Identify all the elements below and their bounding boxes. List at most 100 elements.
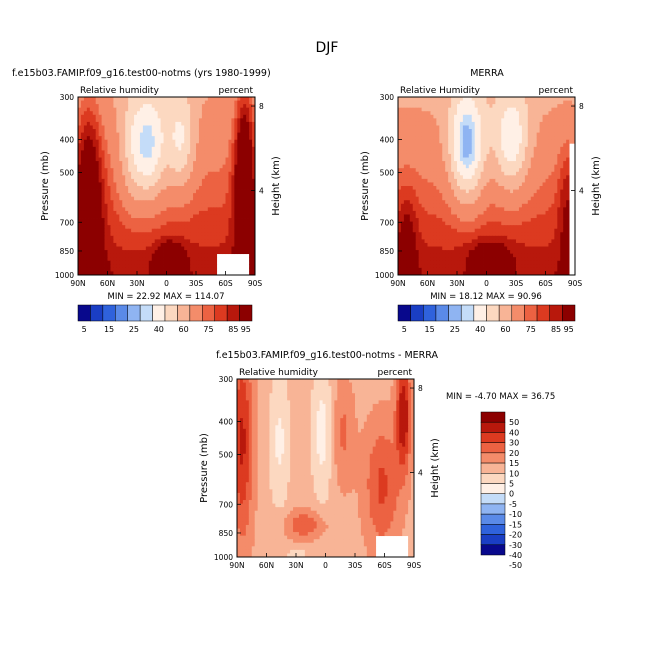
contour-cell [424, 111, 428, 116]
contour-cell [427, 143, 431, 148]
contour-cell [193, 157, 197, 162]
contour-cell [504, 189, 508, 194]
contour-cell [78, 175, 82, 180]
contour-cell [536, 182, 540, 187]
contour-cell [104, 100, 108, 105]
contour-cell [418, 200, 422, 205]
contour-cell [151, 107, 156, 112]
contour-cell [554, 161, 558, 166]
contour-cell [433, 171, 437, 176]
contour-cell [160, 203, 164, 208]
contour-cell [122, 104, 126, 109]
contour-cell [480, 164, 484, 169]
contour-cell [507, 182, 511, 187]
contour-cell [225, 242, 229, 247]
contour-cell [151, 193, 156, 198]
contour-cell [409, 139, 414, 144]
contour-cell [513, 171, 517, 176]
contour-cell [459, 182, 464, 187]
contour-cell [160, 186, 164, 190]
contour-cell [483, 118, 487, 123]
contour-cell [530, 150, 535, 155]
contour-cell [228, 114, 232, 119]
contour-cell [563, 153, 567, 158]
contour-cell [128, 182, 132, 187]
contour-cell [184, 121, 188, 126]
contour-cell [145, 164, 150, 169]
contour-cell [545, 100, 549, 105]
contour-cell [566, 111, 570, 116]
contour-cell [193, 200, 197, 205]
contour-cell [246, 218, 250, 222]
contour-cell [184, 189, 188, 194]
contour-cell [483, 107, 487, 112]
contour-cell [548, 97, 552, 101]
contour-cell [462, 203, 467, 208]
contour-cell [80, 121, 85, 126]
contour-cell [430, 196, 434, 201]
contour-cell [228, 157, 232, 162]
contour-cell [228, 186, 232, 190]
contour-cell [113, 253, 117, 258]
contour-cell [448, 136, 452, 141]
contour-cell [536, 97, 540, 101]
contour-cell [154, 107, 159, 112]
contour-cell [116, 161, 120, 166]
contour-cell [196, 242, 200, 247]
contour-cell [516, 118, 520, 123]
contour-cell [178, 214, 182, 219]
contour-cell [448, 139, 452, 144]
contour-cell [237, 218, 241, 222]
contour-cell [204, 153, 209, 158]
contour-cell [107, 107, 111, 112]
contour-cell [243, 218, 247, 222]
contour-cell [551, 100, 555, 105]
contour-cell [184, 118, 188, 123]
contour-cell [400, 150, 405, 155]
contour-cell [451, 189, 455, 194]
contour-cell [424, 97, 428, 101]
contour-cell [122, 186, 126, 190]
contour-cell [204, 200, 209, 205]
contour-cell [128, 250, 132, 255]
contour-cell [418, 114, 422, 119]
contour-cell [554, 164, 558, 169]
contour-cell [190, 161, 194, 166]
contour-cell [89, 178, 94, 183]
contour-cell [462, 118, 467, 123]
contour-cell [406, 129, 411, 133]
contour-cell [222, 210, 226, 215]
contour-cell [237, 136, 241, 141]
contour-cell [190, 157, 194, 162]
contour-cell [474, 214, 479, 219]
contour-cell [98, 250, 102, 255]
contour-cell [101, 107, 105, 112]
contour-cell [563, 164, 567, 169]
contour-cell [83, 164, 88, 169]
contour-cell [148, 242, 153, 247]
contour-cell [154, 196, 159, 201]
contour-cell [228, 121, 232, 126]
contour-cell [216, 203, 220, 208]
contour-cell [89, 225, 94, 230]
contour-cell [175, 136, 179, 141]
contour-cell [477, 129, 481, 133]
contour-cell [201, 168, 206, 173]
contour-cell [193, 186, 197, 190]
contour-cell [569, 129, 573, 133]
contour-cell [400, 200, 405, 205]
contour-cell [172, 121, 176, 126]
contour-cell [139, 125, 144, 130]
contour-cell [110, 97, 114, 101]
contour-cell [246, 153, 250, 158]
contour-cell [137, 228, 141, 233]
contour-cell [240, 246, 244, 251]
contour-cell [533, 153, 538, 158]
contour-cell [237, 118, 241, 123]
contour-cell [128, 225, 132, 230]
contour-cell [433, 200, 437, 205]
contour-cell [198, 200, 203, 205]
contour-cell [142, 157, 147, 162]
contour-cell [95, 175, 100, 180]
